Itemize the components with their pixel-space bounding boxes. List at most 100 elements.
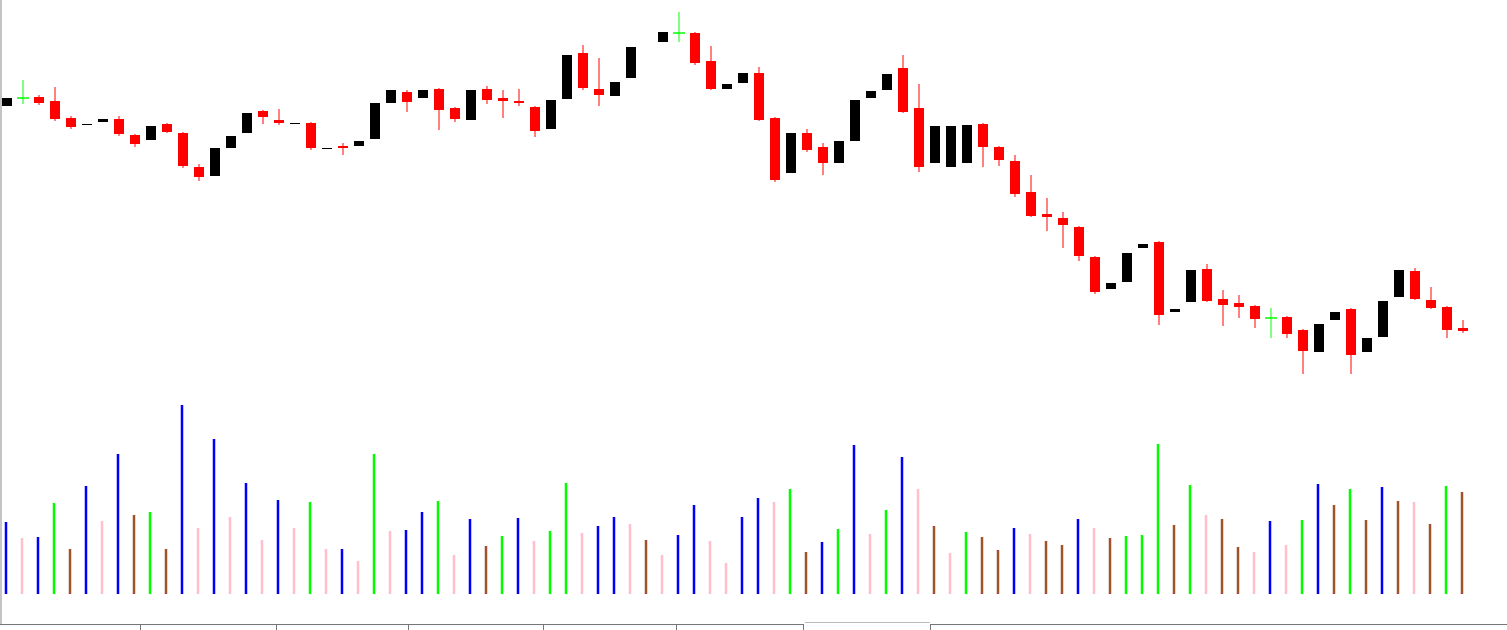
candle-body xyxy=(482,89,492,100)
candle-body xyxy=(1010,161,1020,194)
candle-body xyxy=(1426,300,1436,308)
candle-body xyxy=(466,90,476,120)
volume-bar xyxy=(452,555,456,594)
candle-body xyxy=(34,97,44,103)
volume-bar xyxy=(1044,541,1048,594)
candle-body xyxy=(738,73,748,83)
candle-body xyxy=(1042,214,1052,217)
volume-bar xyxy=(340,549,344,594)
volume-bar xyxy=(1268,521,1272,594)
volume-bar xyxy=(260,540,264,594)
candle-body xyxy=(194,167,204,177)
volume-bar xyxy=(868,534,872,594)
volume-bar xyxy=(1380,487,1384,594)
volume-bar xyxy=(964,532,968,594)
candle-body xyxy=(66,118,76,127)
candle-body xyxy=(130,135,140,144)
volume-bar xyxy=(116,454,120,594)
volume-bar xyxy=(500,536,504,594)
candle-body xyxy=(146,126,156,140)
volume-bar xyxy=(484,546,488,594)
volume-bar xyxy=(244,483,248,594)
volume-bar xyxy=(1172,525,1176,594)
candle-body xyxy=(498,98,508,101)
candle-body xyxy=(82,124,92,125)
volume-bar xyxy=(772,502,776,594)
volume-bar xyxy=(548,531,552,594)
candle-body xyxy=(546,100,556,129)
volume-bar xyxy=(692,505,696,594)
candle-body xyxy=(594,89,604,95)
candle-body xyxy=(898,68,908,112)
volume-bar xyxy=(948,553,952,594)
candle-body xyxy=(1282,317,1292,334)
candle-body xyxy=(290,123,300,124)
candle-body xyxy=(50,101,60,119)
candle-body xyxy=(658,32,668,42)
volume-bar xyxy=(372,454,376,594)
volume-bar xyxy=(980,537,984,594)
candle-body xyxy=(978,124,988,147)
volume-bar xyxy=(628,524,632,594)
volume-bar xyxy=(612,517,616,594)
volume-bar xyxy=(1060,545,1064,594)
volume-bar xyxy=(1188,485,1192,594)
candle-body xyxy=(386,90,396,103)
volume-bar xyxy=(68,549,72,594)
candle-body xyxy=(1298,330,1308,351)
candle-body xyxy=(514,101,524,103)
volume-bar xyxy=(276,500,280,594)
candle-body xyxy=(338,146,348,148)
candle-body xyxy=(914,108,924,167)
candle-body xyxy=(434,89,444,110)
candle-body xyxy=(866,91,876,98)
candle-body xyxy=(706,61,716,89)
volume-bar xyxy=(84,486,88,594)
volume-bar xyxy=(1012,528,1016,594)
volume-bar xyxy=(1396,501,1400,594)
volume-bar xyxy=(564,483,568,594)
candle-body xyxy=(962,125,972,163)
volume-bar xyxy=(292,528,296,594)
candle-body xyxy=(1410,271,1420,299)
candle-body xyxy=(530,107,540,131)
volume-bar xyxy=(436,501,440,594)
volume-bar xyxy=(996,550,1000,594)
volume-bar xyxy=(1028,534,1032,594)
candle-body xyxy=(1394,270,1404,297)
candle-body xyxy=(1250,306,1260,319)
volume-bar xyxy=(676,535,680,594)
volume-bar xyxy=(1156,444,1160,594)
candle-body xyxy=(802,133,812,150)
candle-body xyxy=(994,147,1004,160)
candle-body xyxy=(690,33,700,63)
volume-bar xyxy=(1252,552,1256,594)
volume-bar xyxy=(1364,520,1368,594)
candle-body xyxy=(1442,307,1452,330)
volume-bar xyxy=(468,519,472,594)
volume-bar xyxy=(52,503,56,594)
candle-body xyxy=(626,47,636,78)
volume-bar xyxy=(196,528,200,594)
candle-body xyxy=(1346,309,1356,355)
candle-body xyxy=(1058,218,1068,225)
candle-body xyxy=(1202,269,1212,301)
candle-body xyxy=(1138,244,1148,248)
volume-bar xyxy=(420,512,424,594)
volume-bar xyxy=(852,445,856,594)
candle-body xyxy=(258,111,268,117)
candle-body xyxy=(1234,303,1244,307)
volume-bar xyxy=(36,537,40,594)
volume-bar xyxy=(148,512,152,594)
volume-bar xyxy=(1332,505,1336,594)
candle-body xyxy=(722,84,732,89)
volume-bar xyxy=(1140,535,1144,594)
volume-bar xyxy=(132,515,136,594)
candle-body xyxy=(818,147,828,163)
candle-body xyxy=(370,103,380,139)
candle-body xyxy=(322,148,332,149)
candle-body xyxy=(1106,283,1116,289)
volume-bar xyxy=(1092,528,1096,594)
candle-body xyxy=(178,133,188,166)
